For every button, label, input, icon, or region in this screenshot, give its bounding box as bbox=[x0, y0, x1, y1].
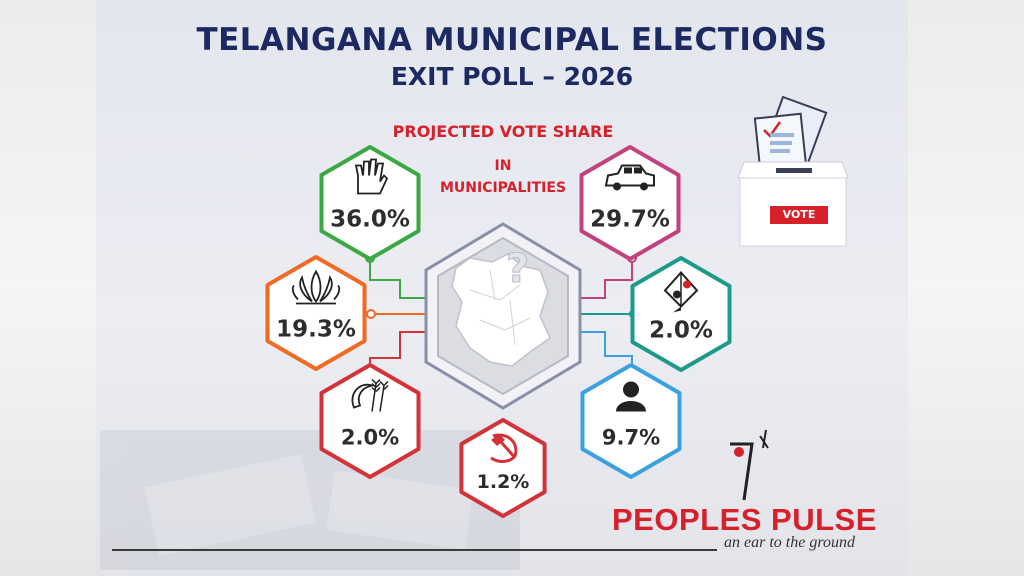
vote-share-value: 36.0% bbox=[330, 207, 410, 233]
vote-share-value: 29.7% bbox=[590, 207, 670, 233]
hexagon-frame bbox=[265, 255, 367, 371]
footer-divider bbox=[112, 549, 717, 551]
telangana-map bbox=[451, 253, 551, 367]
car-icon bbox=[604, 164, 655, 191]
hand-icon bbox=[354, 158, 389, 195]
lotus-icon bbox=[291, 269, 341, 305]
party-hexagon-5: 2.0% bbox=[319, 363, 421, 479]
party-hexagon-3: 19.3% bbox=[265, 255, 367, 371]
vote-share-value: 2.0% bbox=[341, 426, 399, 450]
party-hexagon-2: 29.7% bbox=[579, 145, 681, 261]
chart-subtitle-in: IN bbox=[494, 158, 512, 174]
party-hexagon-7: 1.2% bbox=[459, 418, 547, 518]
background-photo bbox=[100, 430, 520, 570]
vote-share-value: 19.3% bbox=[276, 317, 356, 343]
chart-title: PROJECTED VOTE SHARE bbox=[392, 122, 614, 141]
brand-logo-icon bbox=[730, 429, 769, 501]
ballot-box-icon bbox=[737, 95, 849, 247]
kite-icon bbox=[663, 270, 699, 313]
party-hexagon-4: 2.0% bbox=[630, 256, 732, 372]
person-icon bbox=[616, 381, 646, 412]
vote-share-value: 2.0% bbox=[649, 318, 713, 344]
left-margin bbox=[0, 0, 96, 576]
page-subtitle: EXIT POLL – 2026 bbox=[390, 62, 634, 91]
hexagon-frame bbox=[579, 145, 681, 261]
question-mark-icon: ? bbox=[506, 246, 529, 292]
hexagon-frame bbox=[319, 363, 421, 479]
chart-subtitle-municipalities: MUNICIPALITIES bbox=[439, 180, 567, 196]
vote-share-value: 9.7% bbox=[602, 426, 660, 450]
hammer-sickle-icon bbox=[490, 433, 518, 463]
page-title: TELANGANA MUNICIPAL ELECTIONS bbox=[196, 22, 828, 58]
hexagon-frame bbox=[459, 418, 547, 518]
right-margin bbox=[908, 0, 1024, 576]
party-hexagon-1: 36.0% bbox=[319, 145, 421, 261]
vote-share-value: 1.2% bbox=[477, 471, 530, 493]
brand-name: PEOPLES PULSE bbox=[612, 502, 877, 537]
brand-tagline: an ear to the ground bbox=[724, 534, 855, 551]
connector-lines bbox=[369, 258, 634, 372]
ballot-box-label: VOTE bbox=[770, 206, 828, 224]
hexagon-frame bbox=[630, 256, 732, 372]
sickle-ears-icon bbox=[351, 378, 389, 412]
hexagon-frame bbox=[580, 363, 682, 479]
party-hexagon-6: 9.7% bbox=[580, 363, 682, 479]
hexagon-frame bbox=[319, 145, 421, 261]
center-hexagon: ? bbox=[424, 222, 582, 410]
